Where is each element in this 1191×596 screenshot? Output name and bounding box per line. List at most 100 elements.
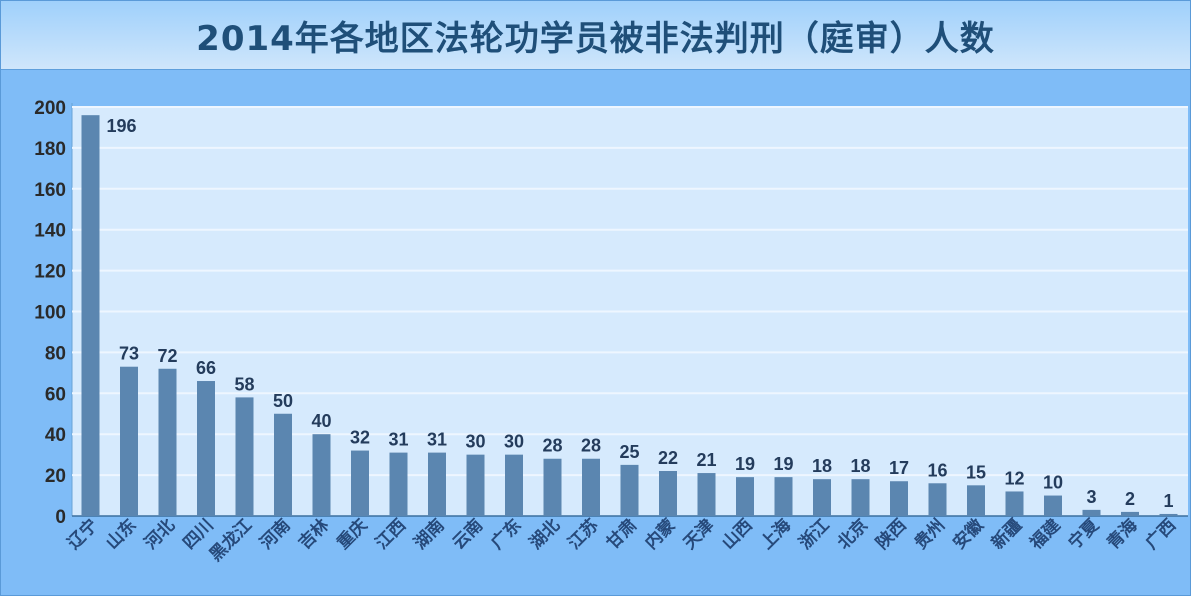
gridlines: [72, 106, 1188, 477]
data-label: 3: [1086, 487, 1096, 507]
y-tick-label: 80: [45, 343, 66, 364]
data-label: 18: [812, 456, 832, 476]
bar: [659, 471, 677, 516]
data-label: 28: [581, 436, 601, 456]
bar: [620, 464, 639, 516]
bar: [505, 454, 523, 516]
x-tick-label: 吉林: [294, 515, 333, 554]
data-label: 10: [1043, 473, 1063, 493]
x-tick-label: 河南: [256, 515, 295, 554]
bar: [197, 381, 215, 516]
x-tick-label: 重庆: [333, 515, 372, 554]
x-tick-label: 甘肃: [602, 515, 641, 554]
bar: [389, 452, 408, 516]
x-tick-label: 内蒙: [641, 515, 680, 554]
bar: [312, 434, 331, 516]
data-label: 1: [1163, 491, 1173, 511]
data-label: 31: [427, 430, 447, 450]
x-tick-label: 北京: [833, 515, 872, 554]
bar: [736, 477, 754, 516]
y-tick-label: 0: [55, 507, 66, 528]
data-label: 50: [273, 391, 293, 411]
bar: [1005, 491, 1024, 516]
x-tick-label: 宁夏: [1064, 514, 1104, 554]
x-tick-label: 青海: [1103, 515, 1142, 554]
data-label: 72: [157, 346, 177, 366]
bar: [928, 483, 947, 516]
title-bar: 2014年各地区法轮功学员被非法判刑（庭审）人数: [1, 1, 1190, 70]
bar: [967, 485, 985, 516]
data-label: 2: [1125, 489, 1135, 509]
y-tick-label: 60: [45, 384, 66, 405]
data-label: 40: [311, 411, 331, 431]
bar: [1082, 509, 1101, 516]
bar: [543, 458, 562, 516]
x-tick-label: 江苏: [564, 515, 603, 554]
x-tick-label: 上海: [756, 515, 795, 554]
x-tick-label: 陕西: [872, 515, 911, 554]
x-tick-label: 河北: [141, 515, 179, 553]
bar: [351, 450, 369, 516]
data-label: 73: [119, 344, 139, 364]
bar: [428, 452, 446, 516]
x-tick-label: 福建: [1025, 515, 1065, 555]
bar: [774, 477, 793, 516]
x-tick-label: 贵州: [910, 515, 949, 554]
bar: [235, 397, 254, 516]
y-tick-label: 140: [34, 221, 66, 242]
bar: [1121, 511, 1139, 516]
bar: [1159, 513, 1178, 516]
x-tick-label: 广西: [1141, 515, 1180, 554]
data-label: 31: [388, 430, 408, 450]
data-label: 28: [542, 436, 562, 456]
bar: [890, 481, 908, 516]
data-label: 16: [927, 460, 947, 480]
x-tick-label: 天津: [679, 515, 718, 554]
bar: [81, 115, 100, 517]
data-label: 18: [850, 456, 870, 476]
bar: [1044, 495, 1062, 516]
x-tick-label: 湖北: [526, 515, 564, 553]
data-label: 21: [696, 450, 716, 470]
y-axis: 0 20 40 60 80 100 120 140 160 180 200: [34, 98, 66, 528]
x-tick-label: 黑龙江: [205, 515, 256, 566]
data-label: 12: [1004, 468, 1024, 488]
y-tick-label: 120: [34, 262, 66, 283]
x-tick-label: 山东: [102, 515, 141, 554]
y-tick-label: 40: [45, 425, 66, 446]
bar: [274, 413, 292, 516]
bar: [158, 368, 177, 516]
data-label: 25: [619, 442, 639, 462]
data-label: 19: [773, 454, 793, 474]
y-tick-label: 200: [34, 98, 66, 119]
y-tick-label: 20: [45, 466, 66, 487]
x-tick-label: 新疆: [987, 515, 1026, 554]
data-label: 19: [735, 454, 755, 474]
bar: [466, 454, 485, 516]
y-tick-label: 100: [34, 303, 66, 324]
x-tick-label: 安徽: [949, 514, 989, 554]
x-tick-label: 江西: [372, 515, 410, 553]
data-label: 196: [107, 116, 137, 136]
x-tick-label: 云南: [448, 515, 487, 554]
data-label: 66: [196, 358, 216, 378]
data-label: 30: [465, 432, 485, 452]
bar: [813, 479, 831, 516]
bars: [81, 115, 1178, 517]
data-label: 32: [350, 428, 370, 448]
x-tick-label: 山西: [718, 515, 756, 553]
data-label: 17: [889, 458, 909, 478]
data-label: 22: [658, 448, 678, 468]
y-tick-label: 180: [34, 139, 66, 160]
y-tick-label: 160: [34, 180, 66, 201]
bar: [851, 479, 870, 516]
bar: [697, 473, 716, 516]
data-label: 58: [234, 374, 254, 394]
x-axis: 辽宁 山东 河北 四川黑龙江 河南 吉林 重庆 江西 湖南 云南 广东 湖北 江苏 甘肃 内蒙 天津 山西 上海浙…: [63, 514, 1180, 566]
bar: [120, 366, 138, 516]
chart-title: 2014年各地区法轮功学员被非法判刑（庭审）人数: [196, 19, 995, 59]
x-tick-label: 广东: [487, 515, 526, 554]
bar: [582, 458, 600, 516]
